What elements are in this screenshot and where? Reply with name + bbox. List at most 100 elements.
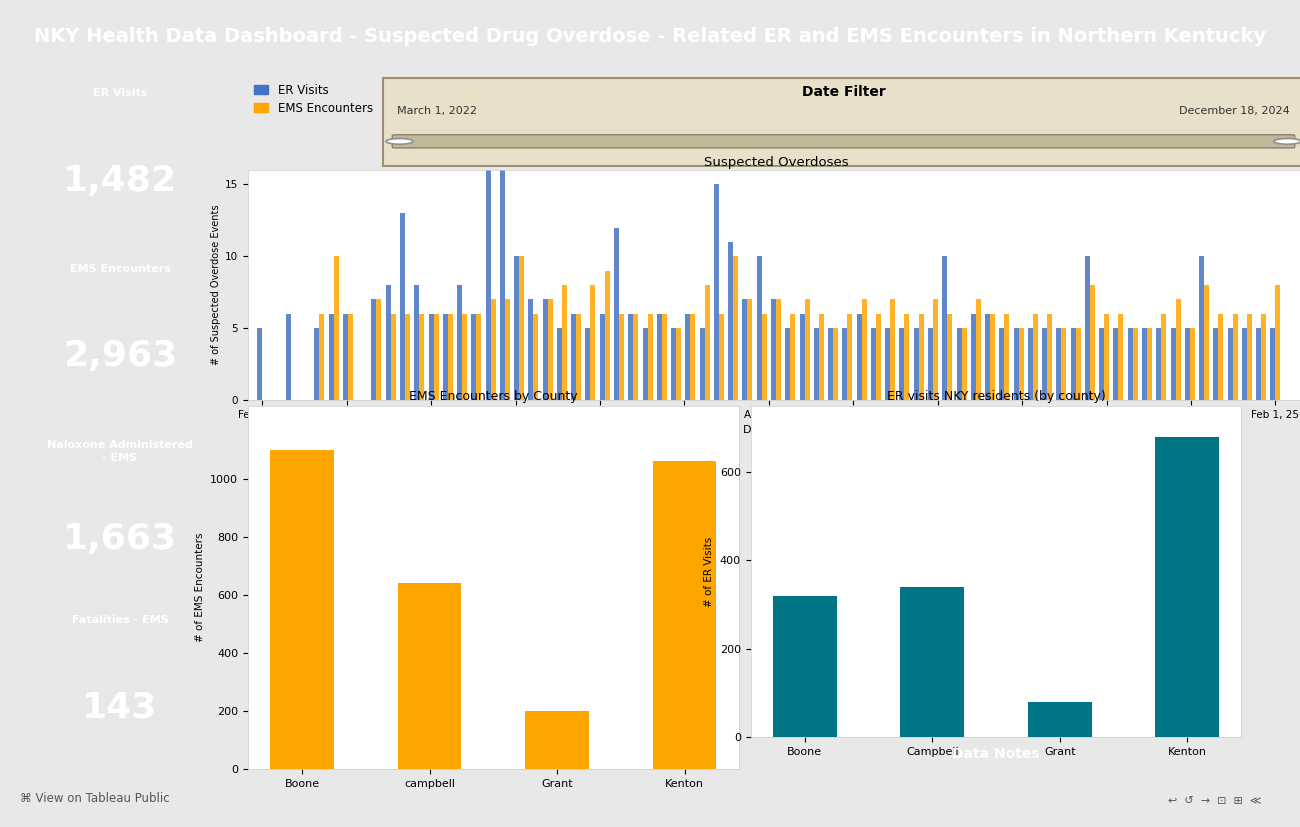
Bar xyxy=(901,587,965,737)
Bar xyxy=(642,328,647,400)
Bar xyxy=(699,328,705,400)
Text: Fatalities - EMS: Fatalities - EMS xyxy=(72,615,169,625)
Bar xyxy=(719,313,724,400)
Bar xyxy=(1028,328,1034,400)
Bar xyxy=(747,299,753,400)
Bar xyxy=(519,256,524,400)
Bar xyxy=(528,299,533,400)
FancyBboxPatch shape xyxy=(393,135,1295,148)
Text: March 1, 2022: March 1, 2022 xyxy=(396,107,477,117)
Bar xyxy=(1061,328,1066,400)
Bar xyxy=(257,328,263,400)
Bar xyxy=(377,299,381,400)
Bar xyxy=(871,328,876,400)
Bar xyxy=(762,313,767,400)
Text: 1,482: 1,482 xyxy=(62,164,177,198)
Bar xyxy=(406,313,410,400)
Bar xyxy=(671,328,676,400)
Bar xyxy=(372,299,377,400)
Bar xyxy=(705,285,710,400)
Bar xyxy=(1089,285,1095,400)
Bar xyxy=(1132,328,1138,400)
Ellipse shape xyxy=(386,138,413,144)
Bar xyxy=(1075,328,1080,400)
Bar xyxy=(619,313,624,400)
Bar xyxy=(819,313,824,400)
Bar xyxy=(514,256,519,400)
Bar xyxy=(685,313,690,400)
Bar xyxy=(885,328,891,400)
Bar xyxy=(1104,313,1109,400)
Bar xyxy=(733,256,738,400)
Bar xyxy=(562,285,567,400)
Bar xyxy=(486,170,490,400)
Bar xyxy=(334,256,338,400)
Bar xyxy=(1204,285,1209,400)
Bar xyxy=(1218,313,1223,400)
Bar xyxy=(1175,299,1180,400)
Y-axis label: # of ER Visits: # of ER Visits xyxy=(705,537,714,607)
Bar xyxy=(590,285,595,400)
Bar xyxy=(576,313,581,400)
Bar xyxy=(490,299,495,400)
Text: Data Notes: Data Notes xyxy=(952,747,1040,761)
Text: 1,663: 1,663 xyxy=(62,522,177,557)
Text: December 18, 2024: December 18, 2024 xyxy=(1179,107,1290,117)
Bar xyxy=(1028,701,1092,737)
Bar xyxy=(400,213,406,400)
Bar xyxy=(419,313,424,400)
Bar xyxy=(320,313,324,400)
Bar xyxy=(676,328,681,400)
Bar xyxy=(1071,328,1075,400)
Text: ↩  ↺  →  ⊡  ⊞  ≪: ↩ ↺ → ⊡ ⊞ ≪ xyxy=(1167,796,1261,806)
Bar xyxy=(1227,328,1232,400)
Bar xyxy=(914,328,919,400)
Bar xyxy=(1161,313,1166,400)
Bar xyxy=(542,299,547,400)
Bar xyxy=(928,328,933,400)
Bar xyxy=(862,299,867,400)
Bar xyxy=(1156,328,1161,400)
Bar xyxy=(891,299,896,400)
Bar xyxy=(1100,328,1104,400)
Bar xyxy=(991,313,994,400)
Bar xyxy=(547,299,552,400)
Bar xyxy=(1270,328,1275,400)
Bar xyxy=(776,299,781,400)
Bar xyxy=(270,450,334,769)
Bar xyxy=(628,313,633,400)
Legend: ER Visits, EMS Encounters: ER Visits, EMS Encounters xyxy=(254,84,373,115)
Text: Naloxone Administered
- EMS: Naloxone Administered - EMS xyxy=(47,440,192,462)
Bar xyxy=(1247,313,1252,400)
Bar xyxy=(1156,437,1219,737)
Bar xyxy=(905,313,910,400)
Bar xyxy=(1043,328,1047,400)
Bar xyxy=(315,328,320,400)
Bar xyxy=(728,241,733,400)
Bar xyxy=(948,313,952,400)
Bar xyxy=(443,313,447,400)
Bar xyxy=(942,256,948,400)
Bar xyxy=(985,313,991,400)
Bar xyxy=(1128,328,1132,400)
Title: ER visits NKY residents (by county): ER visits NKY residents (by county) xyxy=(887,390,1105,404)
Bar xyxy=(1213,328,1218,400)
Bar xyxy=(429,313,433,400)
Bar xyxy=(1000,328,1005,400)
Bar xyxy=(933,299,939,400)
Bar xyxy=(476,313,481,400)
Bar xyxy=(857,313,862,400)
Bar xyxy=(1275,285,1280,400)
Text: ⌘ View on Tableau Public: ⌘ View on Tableau Public xyxy=(20,792,169,805)
Bar xyxy=(348,313,352,400)
Bar xyxy=(1256,328,1261,400)
Bar xyxy=(599,313,605,400)
Bar xyxy=(1170,328,1175,400)
Bar xyxy=(1118,313,1123,400)
Bar xyxy=(398,583,462,769)
Bar xyxy=(805,299,810,400)
Bar xyxy=(800,313,805,400)
Ellipse shape xyxy=(1274,138,1300,144)
Bar xyxy=(386,285,391,400)
Bar xyxy=(876,313,881,400)
